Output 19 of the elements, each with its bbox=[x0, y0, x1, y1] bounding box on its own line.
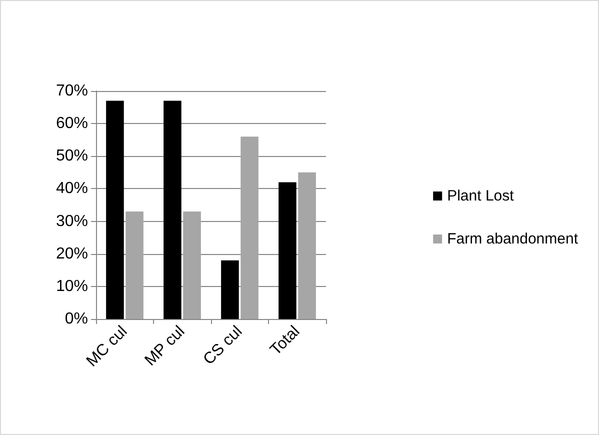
legend-label: Farm abandonment bbox=[447, 230, 579, 248]
bar bbox=[126, 212, 144, 319]
y-tick-label: 20% bbox=[56, 245, 88, 262]
y-tick-label: 50% bbox=[56, 148, 88, 165]
bar bbox=[164, 100, 182, 319]
bar bbox=[106, 100, 124, 319]
x-tick-label: MP cul bbox=[142, 322, 188, 370]
y-tick-label: 60% bbox=[56, 115, 88, 132]
y-tick-label: 70% bbox=[56, 82, 88, 100]
bar bbox=[183, 212, 201, 319]
bar bbox=[240, 136, 258, 319]
y-tick-label: 10% bbox=[56, 278, 88, 295]
bar bbox=[278, 182, 296, 319]
bar bbox=[298, 172, 316, 319]
bar bbox=[221, 260, 239, 319]
y-tick-label: 40% bbox=[56, 180, 88, 198]
legend-label: Plant Lost bbox=[447, 188, 515, 204]
y-tick-label: 30% bbox=[56, 212, 88, 230]
x-tick-label: CS cul bbox=[200, 322, 246, 368]
